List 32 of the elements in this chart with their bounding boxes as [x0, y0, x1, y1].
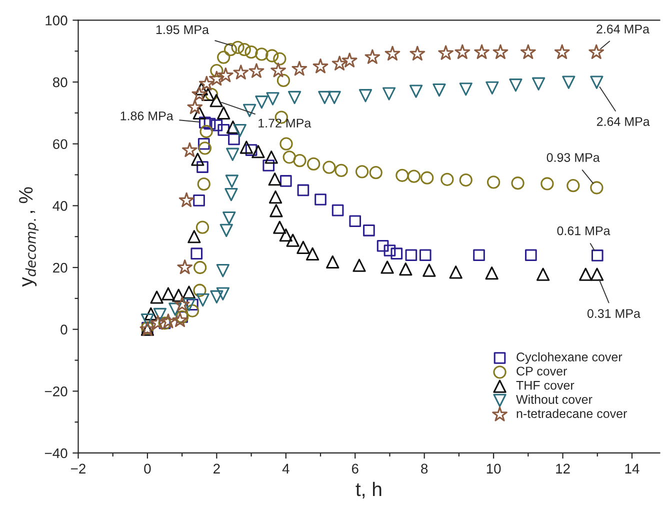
y-axis-title: y$_{decomp.}$, % — [19, 187, 39, 287]
x-tick-label: 8 — [421, 464, 428, 474]
annotation: 2.64 MPa — [596, 24, 650, 34]
y-tick-label: 60 — [53, 139, 68, 150]
y-tick-label: 40 — [52, 201, 68, 211]
x-tick-label: −2 — [71, 464, 86, 474]
x-tick-label: 6 — [352, 464, 358, 474]
y-tick-label: −20 — [44, 386, 68, 396]
annotation: 1.72 MPa — [258, 118, 312, 128]
annotation: 2.64 MPa — [596, 117, 650, 126]
annotation: 0.93 MPa — [546, 153, 600, 162]
x-axis-title: t, h — [356, 482, 382, 498]
legend-label: Cyclohexane cover — [516, 352, 622, 364]
annotation: 1.95 MPa — [156, 25, 209, 34]
legend-label: THF cover — [516, 380, 574, 390]
x-tick-label: 14 — [625, 464, 640, 474]
y-tick-label: 80 — [52, 77, 68, 88]
x-tick-label: 4 — [282, 464, 290, 474]
annotation: 0.31 MPa — [587, 309, 640, 318]
legend-label: n-tetradecane cover — [516, 408, 627, 418]
x-tick-label: 12 — [556, 464, 570, 474]
annotation: 1.86 MPa — [120, 111, 174, 120]
y-tick-label: −40 — [44, 448, 68, 458]
annotation: 0.61 MPa — [557, 226, 610, 236]
y-tick-label: 20 — [53, 262, 68, 273]
legend-label: Without cover — [516, 394, 592, 404]
y-tick-label: 0 — [60, 324, 68, 335]
legend-label: CP cover — [516, 366, 567, 376]
y-tick-label: 100 — [46, 16, 68, 26]
x-tick-label: 0 — [144, 464, 151, 474]
x-tick-label: 10 — [486, 464, 501, 474]
x-tick-label: 2 — [214, 464, 220, 474]
